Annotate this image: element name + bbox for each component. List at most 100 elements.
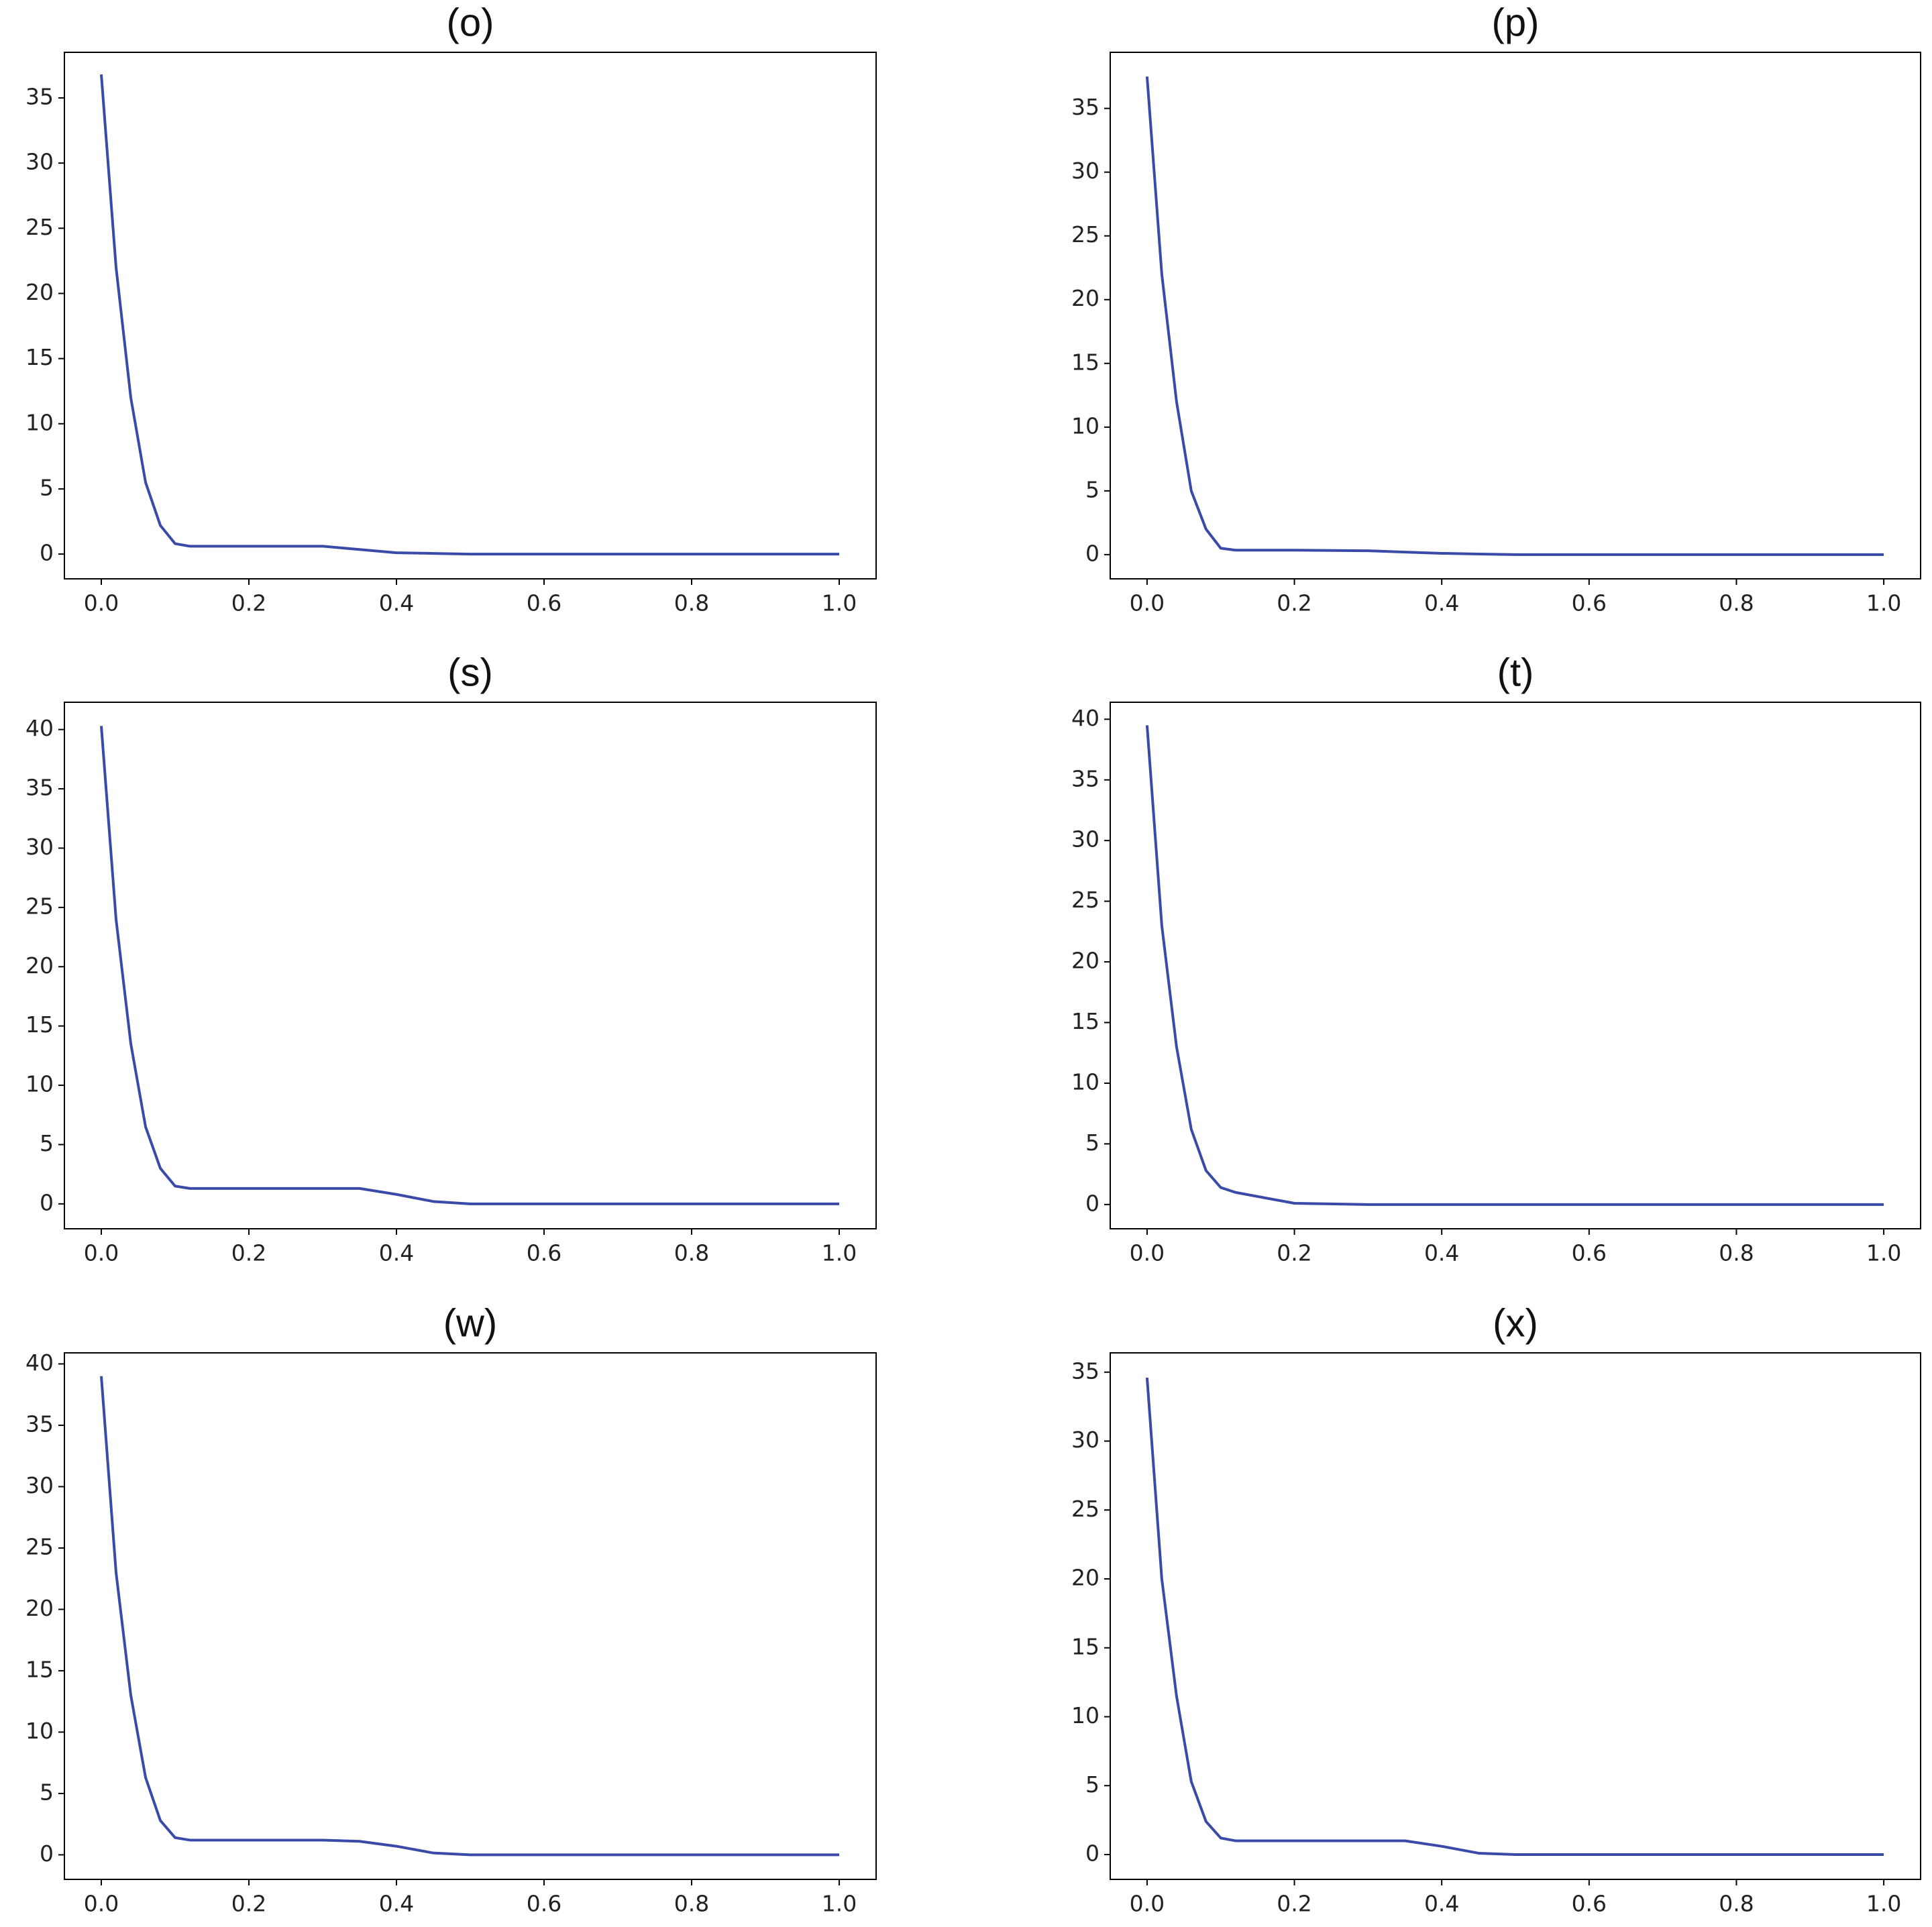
x-tick-label: 1.0 — [1866, 590, 1901, 616]
x-tick-label: 0.2 — [231, 590, 266, 616]
y-tick-label: 15 — [1071, 349, 1099, 375]
chart-title: (w) — [443, 1301, 498, 1345]
x-tick-label: 0.6 — [1572, 1240, 1607, 1266]
x-tick-label: 0.8 — [674, 1240, 709, 1266]
y-tick-label: 15 — [25, 1011, 54, 1038]
y-tick-label: 20 — [25, 1595, 54, 1621]
y-tick-label: 10 — [25, 1071, 54, 1097]
x-tick-label: 1.0 — [1866, 1240, 1901, 1266]
y-tick-label: 5 — [1085, 1130, 1099, 1156]
x-tick-label: 1.0 — [822, 1891, 857, 1917]
y-tick-label: 25 — [1071, 887, 1099, 913]
axes-frame — [1110, 1352, 1921, 1880]
x-tick-label: 0.8 — [674, 590, 709, 616]
y-tick-label: 10 — [25, 409, 54, 435]
y-tick-label: 0 — [1085, 1840, 1099, 1867]
data-line — [1145, 1377, 1884, 1857]
chart-title: (x) — [1493, 1301, 1538, 1345]
y-tick-label: 35 — [1071, 765, 1099, 791]
y-tick-label: 40 — [1071, 705, 1099, 731]
y-tick-label: 10 — [1071, 1702, 1099, 1728]
x-tick-label: 0.0 — [84, 1240, 119, 1266]
chart-title: (o) — [447, 1, 494, 44]
axes-frame — [1110, 52, 1921, 580]
data-line — [1145, 76, 1884, 556]
x-tick-label: 1.0 — [822, 590, 857, 616]
x-tick-label: 0.2 — [231, 1240, 266, 1266]
y-tick-label: 20 — [1071, 285, 1099, 311]
data-line — [1145, 725, 1884, 1206]
x-tick-label: 0.8 — [1719, 1891, 1754, 1917]
x-tick-label: 0.8 — [674, 1891, 709, 1917]
x-tick-label: 0.4 — [379, 590, 414, 616]
data-line — [100, 1376, 839, 1857]
x-tick-label: 1.0 — [822, 1240, 857, 1266]
x-tick-label: 0.2 — [1277, 1240, 1311, 1266]
y-tick-label: 25 — [25, 893, 54, 919]
axes-frame — [64, 52, 877, 580]
y-tick-label: 35 — [1071, 94, 1099, 120]
y-tick-label: 35 — [25, 84, 54, 110]
y-tick-label: 5 — [40, 1130, 54, 1156]
y-tick-label: 30 — [25, 149, 54, 175]
y-tick-label: 0 — [1085, 540, 1099, 566]
y-tick-label: 25 — [1071, 1496, 1099, 1522]
y-tick-label: 25 — [25, 1533, 54, 1559]
chart-title: (t) — [1497, 651, 1534, 694]
y-tick-label: 15 — [1071, 1633, 1099, 1659]
y-tick-label: 40 — [25, 1350, 54, 1376]
y-tick-label: 15 — [25, 1656, 54, 1682]
y-tick-label: 0 — [40, 1189, 54, 1215]
x-tick-label: 0.2 — [1277, 590, 1311, 616]
y-tick-label: 40 — [25, 715, 54, 741]
y-tick-label: 20 — [1071, 948, 1099, 974]
axes-frame — [1110, 702, 1921, 1229]
axes-frame — [64, 702, 877, 1229]
x-tick-label: 0.4 — [1424, 1891, 1459, 1917]
y-tick-label: 35 — [25, 775, 54, 801]
y-tick-label: 30 — [25, 1472, 54, 1498]
y-tick-label: 35 — [1071, 1358, 1099, 1384]
y-tick-label: 5 — [40, 474, 54, 500]
x-tick-label: 0.6 — [1572, 1891, 1607, 1917]
y-tick-label: 5 — [1085, 476, 1099, 502]
x-tick-label: 0.4 — [1424, 590, 1459, 616]
y-tick-label: 15 — [1071, 1008, 1099, 1034]
axes-frame — [64, 1352, 877, 1880]
y-tick-label: 20 — [25, 952, 54, 979]
y-tick-label: 30 — [1071, 158, 1099, 184]
x-tick-label: 0.6 — [1572, 590, 1607, 616]
y-tick-label: 30 — [25, 834, 54, 860]
x-tick-label: 1.0 — [1866, 1891, 1901, 1917]
y-tick-label: 35 — [25, 1411, 54, 1437]
y-tick-label: 10 — [1071, 1068, 1099, 1095]
y-tick-label: 0 — [40, 1840, 54, 1867]
x-tick-label: 0.6 — [527, 590, 561, 616]
y-tick-label: 30 — [1071, 826, 1099, 852]
x-tick-label: 0.4 — [379, 1891, 414, 1917]
y-tick-label: 20 — [1071, 1565, 1099, 1591]
y-tick-label: 20 — [25, 279, 54, 305]
x-tick-label: 0.2 — [231, 1891, 266, 1917]
data-line — [100, 74, 839, 556]
y-tick-label: 10 — [1071, 412, 1099, 439]
y-tick-label: 25 — [1071, 221, 1099, 247]
x-tick-label: 0.0 — [84, 590, 119, 616]
y-tick-label: 15 — [25, 344, 54, 370]
x-tick-label: 0.6 — [527, 1891, 561, 1917]
x-tick-label: 0.0 — [1130, 1891, 1165, 1917]
y-tick-label: 5 — [1085, 1771, 1099, 1798]
x-tick-label: 0.4 — [1424, 1240, 1459, 1266]
y-tick-label: 30 — [1071, 1427, 1099, 1453]
x-tick-label: 0.8 — [1719, 1240, 1754, 1266]
y-tick-label: 10 — [25, 1718, 54, 1744]
y-tick-label: 5 — [40, 1779, 54, 1805]
x-tick-label: 0.8 — [1719, 590, 1754, 616]
y-tick-label: 25 — [25, 214, 54, 240]
x-tick-label: 0.0 — [84, 1891, 119, 1917]
chart-title: (p) — [1492, 1, 1540, 44]
x-tick-label: 0.2 — [1277, 1891, 1311, 1917]
y-tick-label: 0 — [1085, 1190, 1099, 1216]
x-tick-label: 0.6 — [527, 1240, 561, 1266]
